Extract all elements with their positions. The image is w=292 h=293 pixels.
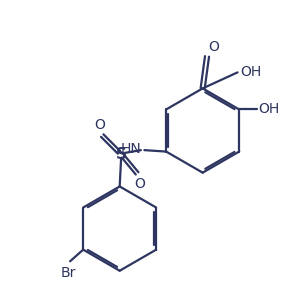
Text: Br: Br — [61, 266, 76, 280]
Text: O: O — [135, 177, 145, 191]
Text: OH: OH — [259, 103, 280, 116]
Text: HN: HN — [120, 142, 141, 156]
Text: O: O — [94, 118, 105, 132]
Text: OH: OH — [240, 65, 261, 79]
Text: O: O — [208, 40, 219, 54]
Text: S: S — [116, 147, 127, 162]
